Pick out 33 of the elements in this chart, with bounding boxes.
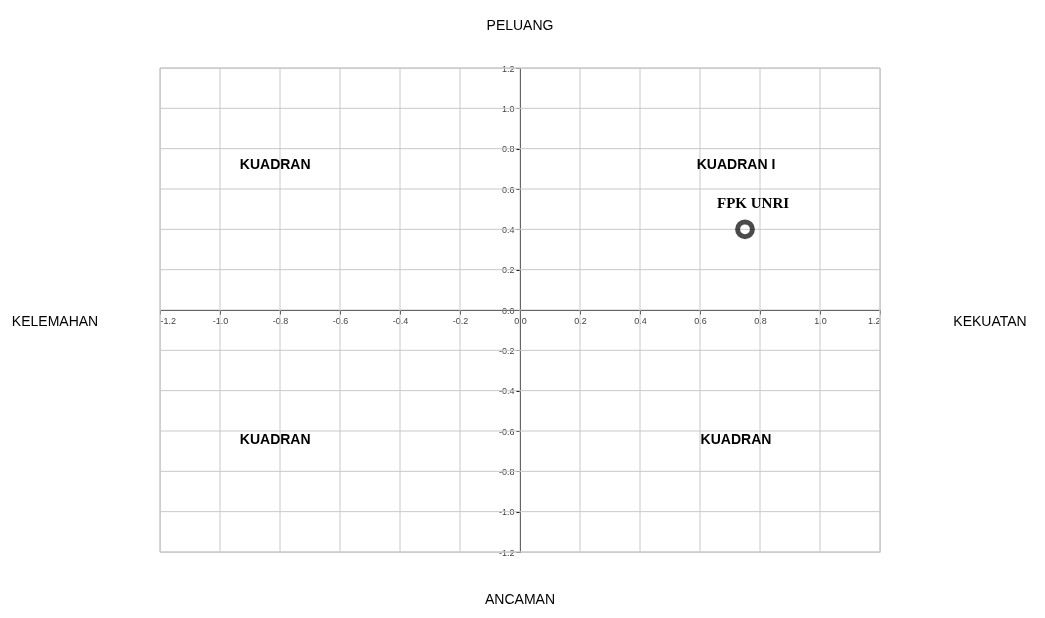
x-tick-label: 0.6: [694, 315, 707, 326]
y-tick-label: -0.6: [498, 426, 515, 437]
x-tick-label: -0.4: [392, 315, 409, 326]
text: ANCAMAN: [484, 591, 556, 607]
x-tick-label: 1.0: [814, 315, 827, 326]
y-tick-label: 0.4: [501, 224, 515, 235]
annotation: KUADRAN I: [696, 156, 776, 172]
x-tick-label: -1.2: [160, 315, 177, 326]
y-tick-label: 1.2: [501, 63, 515, 74]
annotation: KUADRAN: [239, 431, 311, 447]
annotation: KUADRAN: [700, 431, 772, 447]
y-tick-label: -0.8: [498, 466, 515, 477]
x-tick-label: 0.2: [574, 315, 587, 326]
series-label: FPK UNRI: [716, 195, 790, 212]
annotation: KUADRAN: [239, 156, 311, 172]
x-tick-label: 0.4: [634, 315, 647, 326]
x-tick-label: -0.2: [452, 315, 469, 326]
y-tick-label: -1.0: [498, 507, 515, 518]
y-tick-label: -1.2: [498, 547, 515, 558]
x-tick-label: 1.2: [867, 315, 881, 326]
y-tick-label: -0.2: [498, 345, 515, 356]
x-tick-label: -0.6: [332, 315, 349, 326]
x-tick-label: -1.0: [212, 315, 229, 326]
text: KELEMAHAN: [11, 313, 99, 329]
text: KEKUATAN: [953, 313, 1027, 329]
y-tick-label: 0.8: [501, 144, 515, 155]
x-tick-label: -0.8: [272, 315, 289, 326]
text: PELUANG: [486, 17, 554, 33]
y-tick-label: 0.2: [501, 265, 515, 276]
y-tick-label: 0.6: [501, 184, 515, 195]
y-tick-label: 1.0: [501, 103, 515, 114]
x-tick-label: 0.8: [754, 315, 767, 326]
y-tick-label: -0.4: [498, 386, 515, 397]
